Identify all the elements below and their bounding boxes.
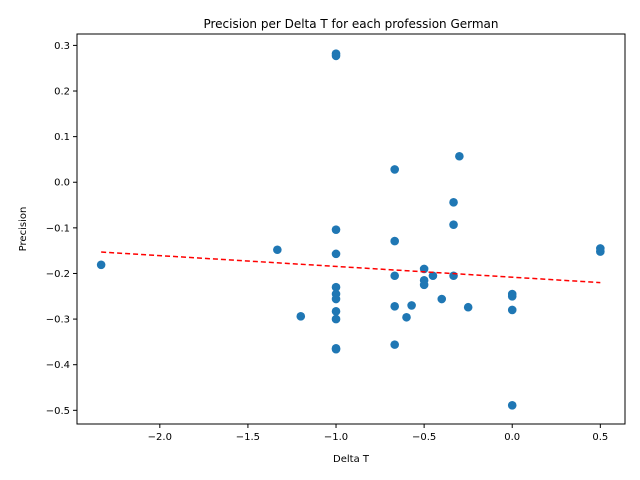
data-point-35: [331, 344, 341, 354]
y-axis-label: Precision: [18, 207, 29, 252]
y-tick-label: −0.3: [46, 315, 70, 326]
data-point-5: [449, 220, 458, 229]
data-point-18: [419, 280, 429, 290]
trend-line: [101, 251, 601, 284]
x-tick-label: −1.5: [236, 432, 260, 443]
data-point-7: [390, 236, 399, 246]
data-point-11: [596, 247, 605, 256]
data-point-4: [449, 198, 458, 207]
x-axis: −2.0 −1.5 −1.0 −0.5 0.0 0.5: [148, 424, 608, 443]
chart-title: Precision per Delta T for each professio…: [203, 17, 498, 31]
data-point-16: [449, 271, 458, 281]
data-point-2: [455, 151, 464, 161]
data-point-12: [96, 260, 106, 270]
y-tick-label: −0.1: [46, 223, 70, 234]
y-tick-label: −0.5: [46, 406, 70, 417]
data-point-23: [331, 294, 341, 304]
y-tick-label: −0.4: [46, 360, 70, 371]
data-point-36: [507, 400, 517, 410]
y-axis: 0.3 0.2 0.1 0.0 −0.1 −0.2 −0.3 −0.4 −0.5: [46, 41, 77, 417]
y-tick-label: −0.2: [46, 269, 70, 280]
x-axis-label: Delta T: [333, 454, 370, 465]
data-point-1: [331, 51, 341, 61]
data-point-30: [296, 312, 306, 321]
y-tick-label: 0.3: [54, 41, 70, 52]
data-point-28: [507, 305, 517, 315]
data-point-15: [428, 271, 438, 281]
y-tick-label: 0.0: [54, 178, 70, 189]
data-point-19: [331, 282, 341, 292]
data-point-26: [390, 302, 399, 311]
y-tick-label: 0.2: [54, 87, 70, 98]
data-point-32: [331, 314, 341, 324]
data-point-8: [273, 245, 282, 255]
x-tick-label: 0.5: [592, 432, 608, 443]
plot-frame: [76, 33, 626, 425]
data-point-27: [463, 302, 473, 312]
x-tick-label: −2.0: [148, 432, 172, 443]
data-point-9: [331, 249, 341, 259]
data-point-3: [390, 165, 399, 174]
data-point-22: [507, 291, 517, 301]
data-point-14: [390, 271, 399, 281]
data-point-6: [331, 225, 341, 234]
data-point-33: [390, 340, 399, 349]
x-tick-label: −0.5: [412, 432, 436, 443]
x-tick-label: 0.0: [504, 432, 520, 443]
plot-area: [96, 49, 605, 410]
data-point-24: [437, 294, 447, 304]
data-point-25: [407, 301, 416, 310]
data-point-29: [331, 307, 341, 316]
x-tick-label: −1.0: [324, 432, 348, 443]
data-point-31: [402, 312, 411, 322]
y-tick-label: 0.1: [54, 132, 70, 143]
